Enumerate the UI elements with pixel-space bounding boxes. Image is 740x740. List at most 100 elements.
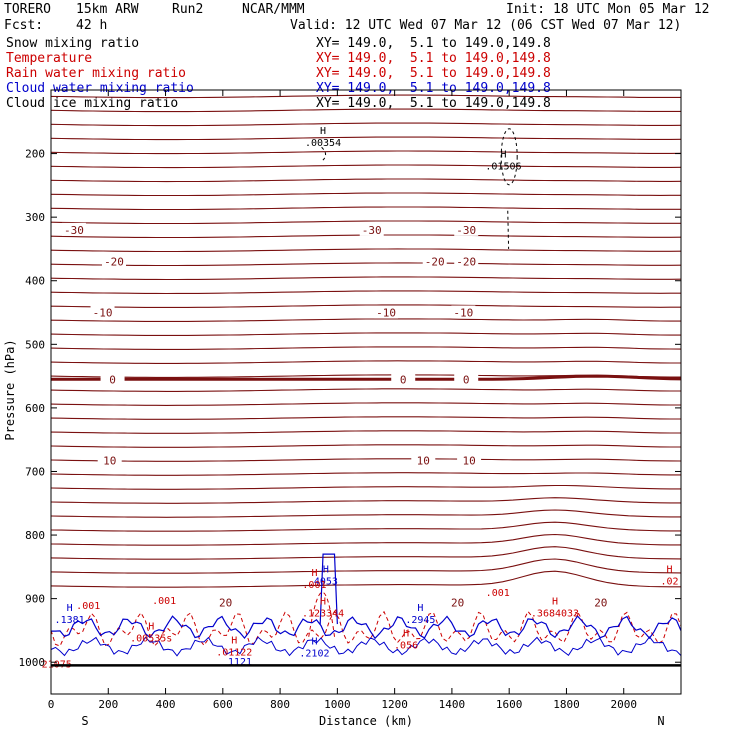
- extrema-high-marker: H: [148, 621, 154, 632]
- header-org: NCAR/MMM: [242, 2, 305, 17]
- temperature-label-bg: [359, 222, 384, 236]
- legend-rain-name: Rain water mixing ratio: [6, 66, 187, 81]
- temperature-contour-line: [50, 150, 682, 155]
- temperature-label-bg: [61, 222, 86, 236]
- x-tick-label: 1000: [324, 698, 351, 711]
- y-tick-label: 700: [25, 465, 45, 478]
- extrema-value-label: .3684033: [531, 609, 579, 620]
- temperature-label: 0: [400, 373, 407, 386]
- snow-contour: [500, 128, 518, 186]
- temperature-label-bg: [454, 254, 479, 268]
- extrema-value-label: 1121: [228, 657, 252, 668]
- cloud-water-contour: [51, 615, 682, 640]
- extrema-value-label: .1381: [55, 615, 85, 626]
- temperature-contour-line: [50, 402, 681, 406]
- temperature-zero-contour: [51, 374, 682, 381]
- temperature-label: 0: [109, 373, 116, 386]
- snow-contours: [321, 128, 518, 249]
- extrema-high-marker: H: [320, 597, 326, 608]
- extrema-high-marker: H: [231, 635, 237, 646]
- temperature-contours: [50, 94, 682, 588]
- y-tick-label: 1000: [19, 656, 46, 669]
- temperature-label: 20: [451, 596, 464, 609]
- extrema-high-marker: H: [403, 628, 409, 639]
- temperature-label: -30: [456, 224, 476, 237]
- x-end-label-south: S: [81, 714, 88, 728]
- extrema-high-marker: H: [67, 603, 73, 614]
- y-tick-label: 600: [25, 402, 45, 415]
- extrema-value-label: .02: [661, 577, 679, 588]
- extrema-high-marker: H: [500, 150, 506, 161]
- extrema-value-label: .001: [76, 601, 100, 612]
- temperature-contour-line: [50, 318, 681, 322]
- extrema-value-label: .01506: [485, 162, 521, 173]
- temperature-contour-line: [50, 262, 682, 267]
- temperature-label: -20: [456, 256, 476, 269]
- temperature-label: -20: [104, 256, 124, 269]
- temperature-contour-line: [50, 388, 681, 392]
- cloud-water-contour: [50, 636, 682, 657]
- temperature-label-bg: [90, 305, 115, 319]
- y-tick-label: 500: [25, 338, 45, 351]
- extrema-value-label: .01122: [216, 647, 252, 658]
- extrema-value-label: .2945: [405, 615, 435, 626]
- temperature-label-bg: [457, 453, 482, 467]
- temperature-contour-line: [50, 360, 681, 364]
- temperature-label-bg: [445, 595, 470, 609]
- extrema-value-label: .001: [302, 580, 326, 591]
- y-tick-label: 200: [25, 148, 45, 161]
- temperature-contour-line: [50, 248, 682, 253]
- header-fcst-label: Fcst:: [4, 18, 44, 33]
- temperature-label-bg: [391, 372, 416, 386]
- x-tick-label: 1800: [553, 698, 580, 711]
- extrema-value-label: .001: [486, 588, 510, 599]
- temperature-contour-line: [50, 558, 682, 574]
- y-axis-title: Pressure (hPa): [3, 339, 17, 440]
- temperature-contour-line: [50, 220, 681, 225]
- legend-snow-name: Snow mixing ratio: [6, 36, 140, 51]
- contour-labels: -30 -30 -30 -20 -20 -20 -10 -10 -10 0 0 0 10 10 10 20 20…: [42, 126, 679, 670]
- legend-cloud-ice-xy: XY= 149.0, 5.1 to 149.0,149.8: [316, 96, 551, 111]
- legend-temperature-xy: XY= 149.0, 5.1 to 149.0,149.8: [316, 51, 551, 66]
- x-tick-label: 0: [48, 698, 55, 711]
- legend-cloud-ice-name: Cloud ice mixing ratio: [6, 96, 179, 111]
- temperature-label-bg: [454, 222, 479, 236]
- snow-contour: [507, 210, 510, 249]
- legend-temperature-name: Temperature: [6, 51, 93, 66]
- temperature-contour-line: [50, 484, 681, 490]
- temperature-contour-line: [50, 416, 681, 420]
- temperature-label: 20: [594, 596, 607, 609]
- temperature-label: -20: [425, 256, 445, 269]
- temperature-label: 10: [417, 455, 430, 468]
- temperature-contour-line: [50, 546, 682, 560]
- extrema-value-label: .2102: [299, 649, 329, 660]
- temperature-label: -30: [64, 224, 84, 237]
- temperature-contour-line: [50, 570, 681, 588]
- extrema-high-marker: H: [320, 126, 326, 137]
- extrema-value-label: .00354: [305, 138, 341, 149]
- x-tick-label: 400: [156, 698, 176, 711]
- temperature-contour-line: [50, 304, 681, 308]
- cloud-water-contours: [50, 553, 682, 657]
- temperature-contour-line: [50, 94, 681, 99]
- cloud-water-contour: [319, 553, 338, 625]
- x-end-label-north: N: [657, 714, 664, 728]
- temperature-contour-line: [50, 178, 682, 183]
- temperature-contour-line: [50, 164, 682, 169]
- temperature-contour-line: [50, 444, 681, 448]
- temperature-contour-line: [50, 108, 681, 113]
- plot-frame: [50, 89, 682, 695]
- temperature-contour-line: [50, 206, 681, 211]
- temperature-label: -10: [376, 307, 396, 320]
- temperature-label-bg: [451, 305, 476, 319]
- header-valid: Valid: 12 UTC Wed 07 Mar 12 (06 CST Wed …: [290, 18, 682, 33]
- temperature-contour-line: [50, 290, 681, 295]
- temperature-label: -30: [362, 224, 382, 237]
- extrema-high-marker: H: [667, 565, 673, 576]
- header-init: Init: 18 UTC Mon 05 Mar 12: [506, 2, 710, 17]
- x-tick-label: 1200: [381, 698, 408, 711]
- temperature-label-bg: [422, 254, 447, 268]
- temperature-label: 20: [219, 596, 232, 609]
